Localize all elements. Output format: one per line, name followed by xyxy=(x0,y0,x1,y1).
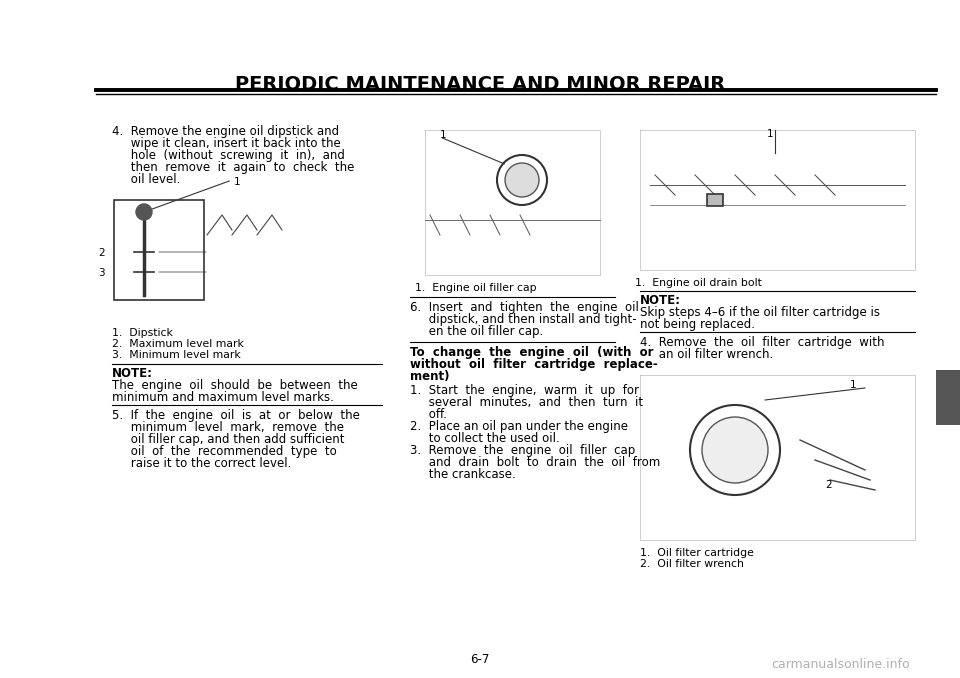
Text: 4.  Remove  the  oil  filter  cartridge  with: 4. Remove the oil filter cartridge with xyxy=(640,336,884,349)
Text: wipe it clean, insert it back into the: wipe it clean, insert it back into the xyxy=(112,137,341,150)
Text: NOTE:: NOTE: xyxy=(640,294,681,307)
Text: then  remove  it  again  to  check  the: then remove it again to check the xyxy=(112,161,354,174)
Text: 6.  Insert  and  tighten  the  engine  oil: 6. Insert and tighten the engine oil xyxy=(410,301,638,314)
Circle shape xyxy=(505,163,539,197)
Text: en the oil filler cap.: en the oil filler cap. xyxy=(410,325,543,338)
Text: 1.  Start  the  engine,  warm  it  up  for: 1. Start the engine, warm it up for xyxy=(410,384,639,397)
Text: to collect the used oil.: to collect the used oil. xyxy=(410,432,560,445)
Text: not being replaced.: not being replaced. xyxy=(640,318,755,331)
Text: 4.  Remove the engine oil dipstick and: 4. Remove the engine oil dipstick and xyxy=(112,125,339,138)
Bar xyxy=(114,200,204,300)
Text: dipstick, and then install and tight-: dipstick, and then install and tight- xyxy=(410,313,636,326)
Text: oil level.: oil level. xyxy=(112,173,180,186)
Text: the crankcase.: the crankcase. xyxy=(410,468,516,481)
Text: 3.  Minimum level mark: 3. Minimum level mark xyxy=(112,350,241,360)
Bar xyxy=(936,370,960,425)
Text: NOTE:: NOTE: xyxy=(112,367,153,380)
Circle shape xyxy=(136,204,152,220)
Text: minimum  level  mark,  remove  the: minimum level mark, remove the xyxy=(112,421,344,434)
Text: 1.  Dipstick: 1. Dipstick xyxy=(112,328,173,338)
Text: PERIODIC MAINTENANCE AND MINOR REPAIR: PERIODIC MAINTENANCE AND MINOR REPAIR xyxy=(235,75,725,94)
Text: To  change  the  engine  oil  (with  or: To change the engine oil (with or xyxy=(410,346,654,359)
Text: 1: 1 xyxy=(440,130,446,140)
Text: hole  (without  screwing  it  in),  and: hole (without screwing it in), and xyxy=(112,149,345,162)
Text: 1: 1 xyxy=(850,380,856,390)
Text: without  oil  filter  cartridge  replace-: without oil filter cartridge replace- xyxy=(410,358,658,371)
Text: 5.  If  the  engine  oil  is  at  or  below  the: 5. If the engine oil is at or below the xyxy=(112,409,360,422)
Text: 6-7: 6-7 xyxy=(470,653,490,666)
Text: off.: off. xyxy=(410,408,447,421)
Text: 2.  Maximum level mark: 2. Maximum level mark xyxy=(112,339,244,349)
Text: 2.  Oil filter wrench: 2. Oil filter wrench xyxy=(640,559,744,569)
Bar xyxy=(707,194,723,206)
Text: minimum and maximum level marks.: minimum and maximum level marks. xyxy=(112,391,334,404)
Text: 1: 1 xyxy=(767,129,774,139)
Text: The  engine  oil  should  be  between  the: The engine oil should be between the xyxy=(112,379,358,392)
Text: Skip steps 4–6 if the oil filter cartridge is: Skip steps 4–6 if the oil filter cartrid… xyxy=(640,306,880,319)
Text: an oil filter wrench.: an oil filter wrench. xyxy=(640,348,773,361)
Text: several  minutes,  and  then  turn  it: several minutes, and then turn it xyxy=(410,396,643,409)
Text: 1: 1 xyxy=(234,177,241,187)
Text: 2: 2 xyxy=(825,480,831,490)
Text: raise it to the correct level.: raise it to the correct level. xyxy=(112,457,292,470)
Text: ment): ment) xyxy=(410,370,449,383)
Circle shape xyxy=(690,405,780,495)
Text: and  drain  bolt  to  drain  the  oil  from: and drain bolt to drain the oil from xyxy=(410,456,660,469)
Text: 1.  Engine oil filler cap: 1. Engine oil filler cap xyxy=(415,283,537,293)
Text: carmanualsonline.info: carmanualsonline.info xyxy=(772,658,910,671)
Circle shape xyxy=(497,155,547,205)
Text: 2.  Place an oil pan under the engine: 2. Place an oil pan under the engine xyxy=(410,420,628,433)
Text: 1.  Oil filter cartridge: 1. Oil filter cartridge xyxy=(640,548,754,558)
Text: 6: 6 xyxy=(943,393,953,407)
Text: 2: 2 xyxy=(98,248,105,258)
Text: oil  of  the  recommended  type  to: oil of the recommended type to xyxy=(112,445,337,458)
Circle shape xyxy=(702,417,768,483)
Text: 1.  Engine oil drain bolt: 1. Engine oil drain bolt xyxy=(635,278,762,288)
Text: oil filler cap, and then add sufficient: oil filler cap, and then add sufficient xyxy=(112,433,345,446)
Text: 3: 3 xyxy=(98,268,105,278)
Text: 3.  Remove  the  engine  oil  filler  cap: 3. Remove the engine oil filler cap xyxy=(410,444,636,457)
